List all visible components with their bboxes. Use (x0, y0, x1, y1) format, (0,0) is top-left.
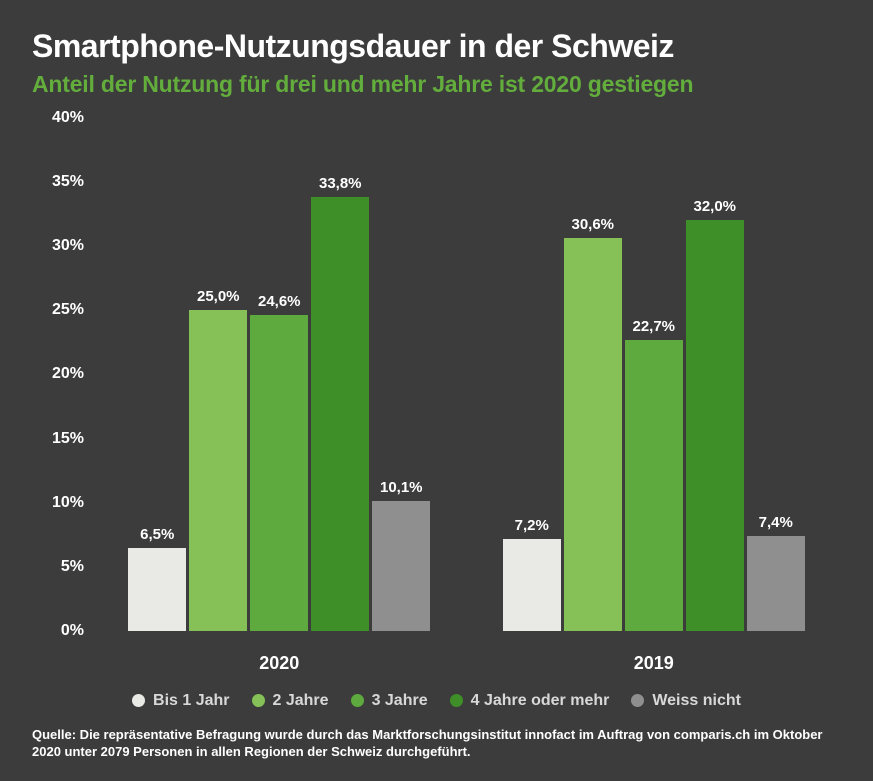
bar-value-label: 10,1% (380, 479, 423, 496)
bar: 7,2% (503, 539, 561, 631)
legend-label: 4 Jahre oder mehr (471, 692, 610, 710)
x-axis-label: 2019 (503, 653, 805, 674)
y-tick: 15% (52, 430, 84, 448)
bar-groups: 6,5%25,0%24,6%33,8%10,1%7,2%30,6%22,7%32… (92, 118, 841, 631)
bar-value-label: 6,5% (140, 526, 174, 543)
legend-item: 3 Jahre (351, 692, 428, 710)
y-axis: 0%5%10%15%20%25%30%35%40% (32, 118, 92, 631)
legend: Bis 1 Jahr 2 Jahre 3 Jahre 4 Jahre oder meh… (32, 692, 841, 710)
source-text: Quelle: Die repräsentative Befragung wur… (32, 726, 841, 761)
legend-label: 3 Jahre (372, 692, 428, 710)
infographic-card: Smartphone-Nutzungsdauer in der Schweiz … (0, 0, 873, 781)
bar-value-label: 25,0% (197, 288, 240, 305)
chart-title: Smartphone-Nutzungsdauer in der Schweiz (32, 28, 841, 65)
bar-value-label: 22,7% (632, 318, 675, 335)
plot-area: 6,5%25,0%24,6%33,8%10,1%7,2%30,6%22,7%32… (92, 118, 841, 631)
legend-item: 2 Jahre (252, 692, 329, 710)
bar-group: 6,5%25,0%24,6%33,8%10,1% (128, 118, 430, 631)
y-tick: 35% (52, 173, 84, 191)
bar: 32,0% (686, 220, 744, 630)
x-axis-labels: 2020 2019 (32, 653, 841, 674)
bar-group: 7,2%30,6%22,7%32,0%7,4% (503, 118, 805, 631)
bar: 25,0% (189, 310, 247, 631)
legend-item: Weiss nicht (631, 692, 741, 710)
legend-label: Bis 1 Jahr (153, 692, 229, 710)
legend-label: Weiss nicht (652, 692, 741, 710)
bar-value-label: 32,0% (693, 198, 736, 215)
legend-swatch (252, 694, 265, 707)
y-tick: 0% (61, 622, 84, 640)
y-tick: 10% (52, 494, 84, 512)
y-tick: 20% (52, 365, 84, 383)
legend-swatch (132, 694, 145, 707)
bar: 33,8% (311, 197, 369, 631)
bar-value-label: 7,2% (515, 517, 549, 534)
bar-value-label: 24,6% (258, 293, 301, 310)
bar-value-label: 33,8% (319, 175, 362, 192)
chart-subtitle: Anteil der Nutzung für drei und mehr Jah… (32, 71, 841, 98)
bar: 24,6% (250, 315, 308, 631)
y-tick: 5% (61, 558, 84, 576)
chart-area: 0%5%10%15%20%25%30%35%40% 6,5%25,0%24,6%… (32, 118, 841, 631)
y-tick: 25% (52, 301, 84, 319)
bar: 22,7% (625, 340, 683, 631)
legend-item: Bis 1 Jahr (132, 692, 229, 710)
legend-label: 2 Jahre (273, 692, 329, 710)
bar: 6,5% (128, 548, 186, 631)
legend-swatch (351, 694, 364, 707)
bar-value-label: 7,4% (759, 514, 793, 531)
bar: 10,1% (372, 501, 430, 631)
y-tick: 40% (52, 109, 84, 127)
bar: 7,4% (747, 536, 805, 631)
legend-swatch (450, 694, 463, 707)
legend-swatch (631, 694, 644, 707)
legend-item: 4 Jahre oder mehr (450, 692, 610, 710)
bar: 30,6% (564, 238, 622, 631)
y-tick: 30% (52, 237, 84, 255)
x-axis-label: 2020 (128, 653, 430, 674)
bar-value-label: 30,6% (571, 216, 614, 233)
